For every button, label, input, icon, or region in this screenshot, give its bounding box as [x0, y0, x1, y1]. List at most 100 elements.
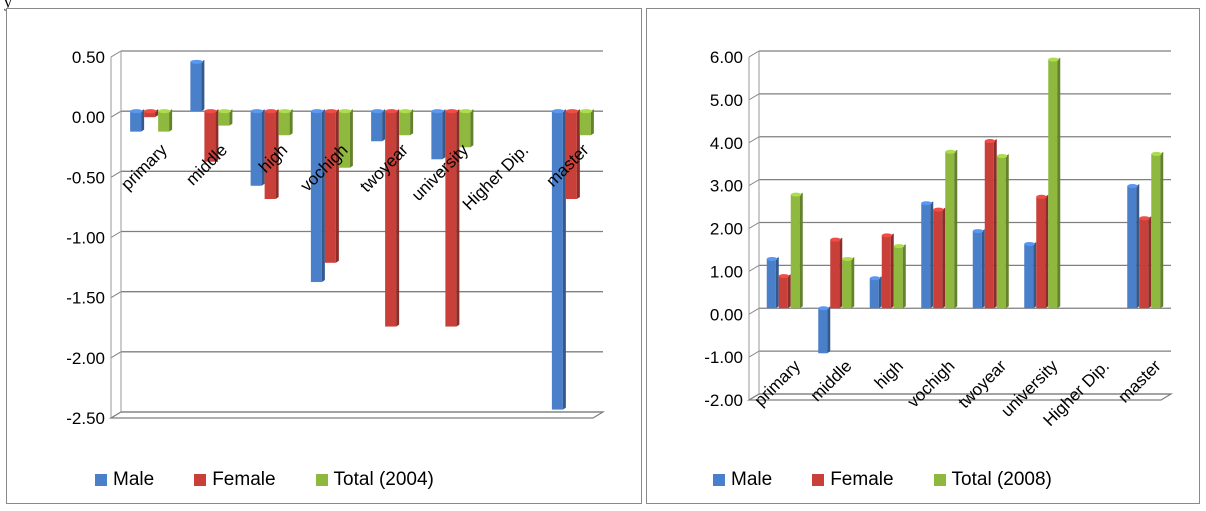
bar-total-2004--middle: [218, 109, 233, 126]
bar-face: [144, 111, 156, 118]
legend-swatch-total: [933, 474, 946, 486]
bar-face: [1151, 153, 1161, 309]
bar-male-vochigh: [921, 201, 934, 309]
bar-top: [565, 109, 579, 114]
bar-side: [942, 207, 946, 309]
bar-side: [382, 109, 386, 142]
legend-2004: Male Female Total (2004): [95, 469, 474, 491]
bar-female-twoyear: [385, 109, 400, 327]
bar-top: [1048, 57, 1059, 62]
gridline-diag: [748, 307, 760, 315]
y-tick-label: 4.00: [710, 134, 743, 153]
bar-female-master: [565, 109, 580, 200]
gridline-diag: [748, 264, 760, 272]
y-tick-label: -0.50: [66, 168, 105, 187]
bar-top: [371, 109, 384, 114]
bar-face: [830, 239, 840, 309]
bar-side: [1057, 57, 1061, 309]
bar-top: [842, 256, 853, 261]
bar-male-master: [551, 109, 566, 410]
bar-face: [310, 111, 322, 283]
bar-female-twoyear: [984, 139, 997, 309]
chart-2004-svg: 0.50 0.00 -0.50 -1.00 -1.50 -2.00 -2.50 primary…: [66, 48, 606, 428]
bar-side: [1148, 216, 1152, 309]
chart-floor: [108, 411, 606, 419]
bar-side: [576, 109, 580, 200]
bar-face: [130, 111, 142, 132]
bar-side: [775, 256, 779, 309]
chart-panel-2008: 6.00 5.00 4.00 3.00 2.00 1.00 0.00 -1.00 -2.00 pr…: [646, 8, 1200, 504]
gridline-diag: [748, 93, 760, 101]
plot-area: 6.005.004.003.002.001.000.00-1.00-2.00 pr…: [704, 48, 1174, 430]
bar-top: [984, 139, 996, 144]
bar-side: [981, 229, 985, 309]
bar-total-2008--vochigh: [945, 149, 958, 309]
bar-face: [1139, 218, 1149, 309]
bar-side: [229, 109, 233, 126]
bar-top: [338, 109, 352, 114]
bar-top: [310, 109, 324, 114]
bar-total-2004--primary: [158, 109, 173, 132]
bar-top: [790, 192, 802, 197]
legend-label-total: Total (2008): [951, 469, 1052, 490]
bar-male-university: [431, 109, 446, 160]
bar-female-high: [264, 109, 279, 200]
bar-top: [972, 229, 984, 234]
chart-panel-2004: 0.50 0.00 -0.50 -1.00 -1.50 -2.00 -2.50 primary…: [6, 8, 642, 504]
bar-side: [851, 256, 855, 309]
bar-top: [278, 109, 292, 114]
bar-top: [1024, 241, 1035, 246]
bar-side: [289, 109, 293, 136]
x-category-label: master: [1114, 356, 1164, 406]
bar-top: [1151, 151, 1162, 156]
bar-face: [324, 111, 336, 263]
bar-face: [842, 258, 852, 309]
bar-male-middle: [190, 59, 205, 112]
bar-male-high: [250, 109, 265, 186]
bar-face: [766, 258, 776, 309]
bar-side: [396, 109, 400, 327]
bar-side: [1160, 151, 1164, 309]
bar-top: [830, 237, 841, 242]
bar-top: [264, 109, 278, 114]
bar-face: [579, 111, 591, 136]
bar-face: [338, 111, 350, 168]
bar-top: [385, 109, 398, 114]
legend-swatch-male: [713, 474, 725, 486]
bar-total-2004--twoyear: [399, 109, 414, 136]
y-tick-label: -1.50: [66, 289, 105, 308]
y-tick-label: -2.00: [704, 391, 743, 410]
bar-side: [993, 139, 997, 309]
bar-face: [264, 111, 276, 200]
bar-face: [399, 111, 411, 136]
legend-item-female: Female: [812, 469, 894, 491]
bar-male-twoyear: [972, 229, 985, 309]
gridline-diag: [748, 222, 760, 229]
bar-top: [579, 109, 593, 114]
bar-total-2008--high: [893, 244, 906, 309]
bar-female-high: [881, 233, 894, 309]
legend-label-female: Female: [212, 469, 276, 490]
legend-swatch-male: [95, 474, 107, 486]
bar-side: [442, 109, 446, 160]
y-tick-label: 0.00: [72, 108, 105, 127]
y-tick-label: 5.00: [710, 91, 743, 110]
x-category-label: vochigh: [904, 356, 959, 411]
bar-side: [562, 109, 566, 410]
bar-side: [827, 306, 831, 354]
bar-top: [778, 274, 790, 279]
legend-swatch-total: [315, 474, 328, 486]
bar-female-vochigh: [324, 109, 339, 263]
x-category-label: middle: [807, 356, 856, 405]
y-tick-label: -1.00: [704, 348, 743, 367]
bar-face: [218, 111, 230, 126]
bar-face: [984, 141, 994, 309]
gridline-diag: [748, 50, 760, 58]
bar-face: [972, 231, 982, 309]
x-category-label: primary: [117, 140, 171, 194]
bar-face: [551, 111, 563, 410]
gridline-diag: [110, 231, 122, 238]
bar-face: [869, 278, 879, 309]
bar-male-twoyear: [371, 109, 386, 142]
chart-2008-svg: 6.005.004.003.002.001.000.00-1.00-2.00 pr…: [704, 48, 1174, 430]
